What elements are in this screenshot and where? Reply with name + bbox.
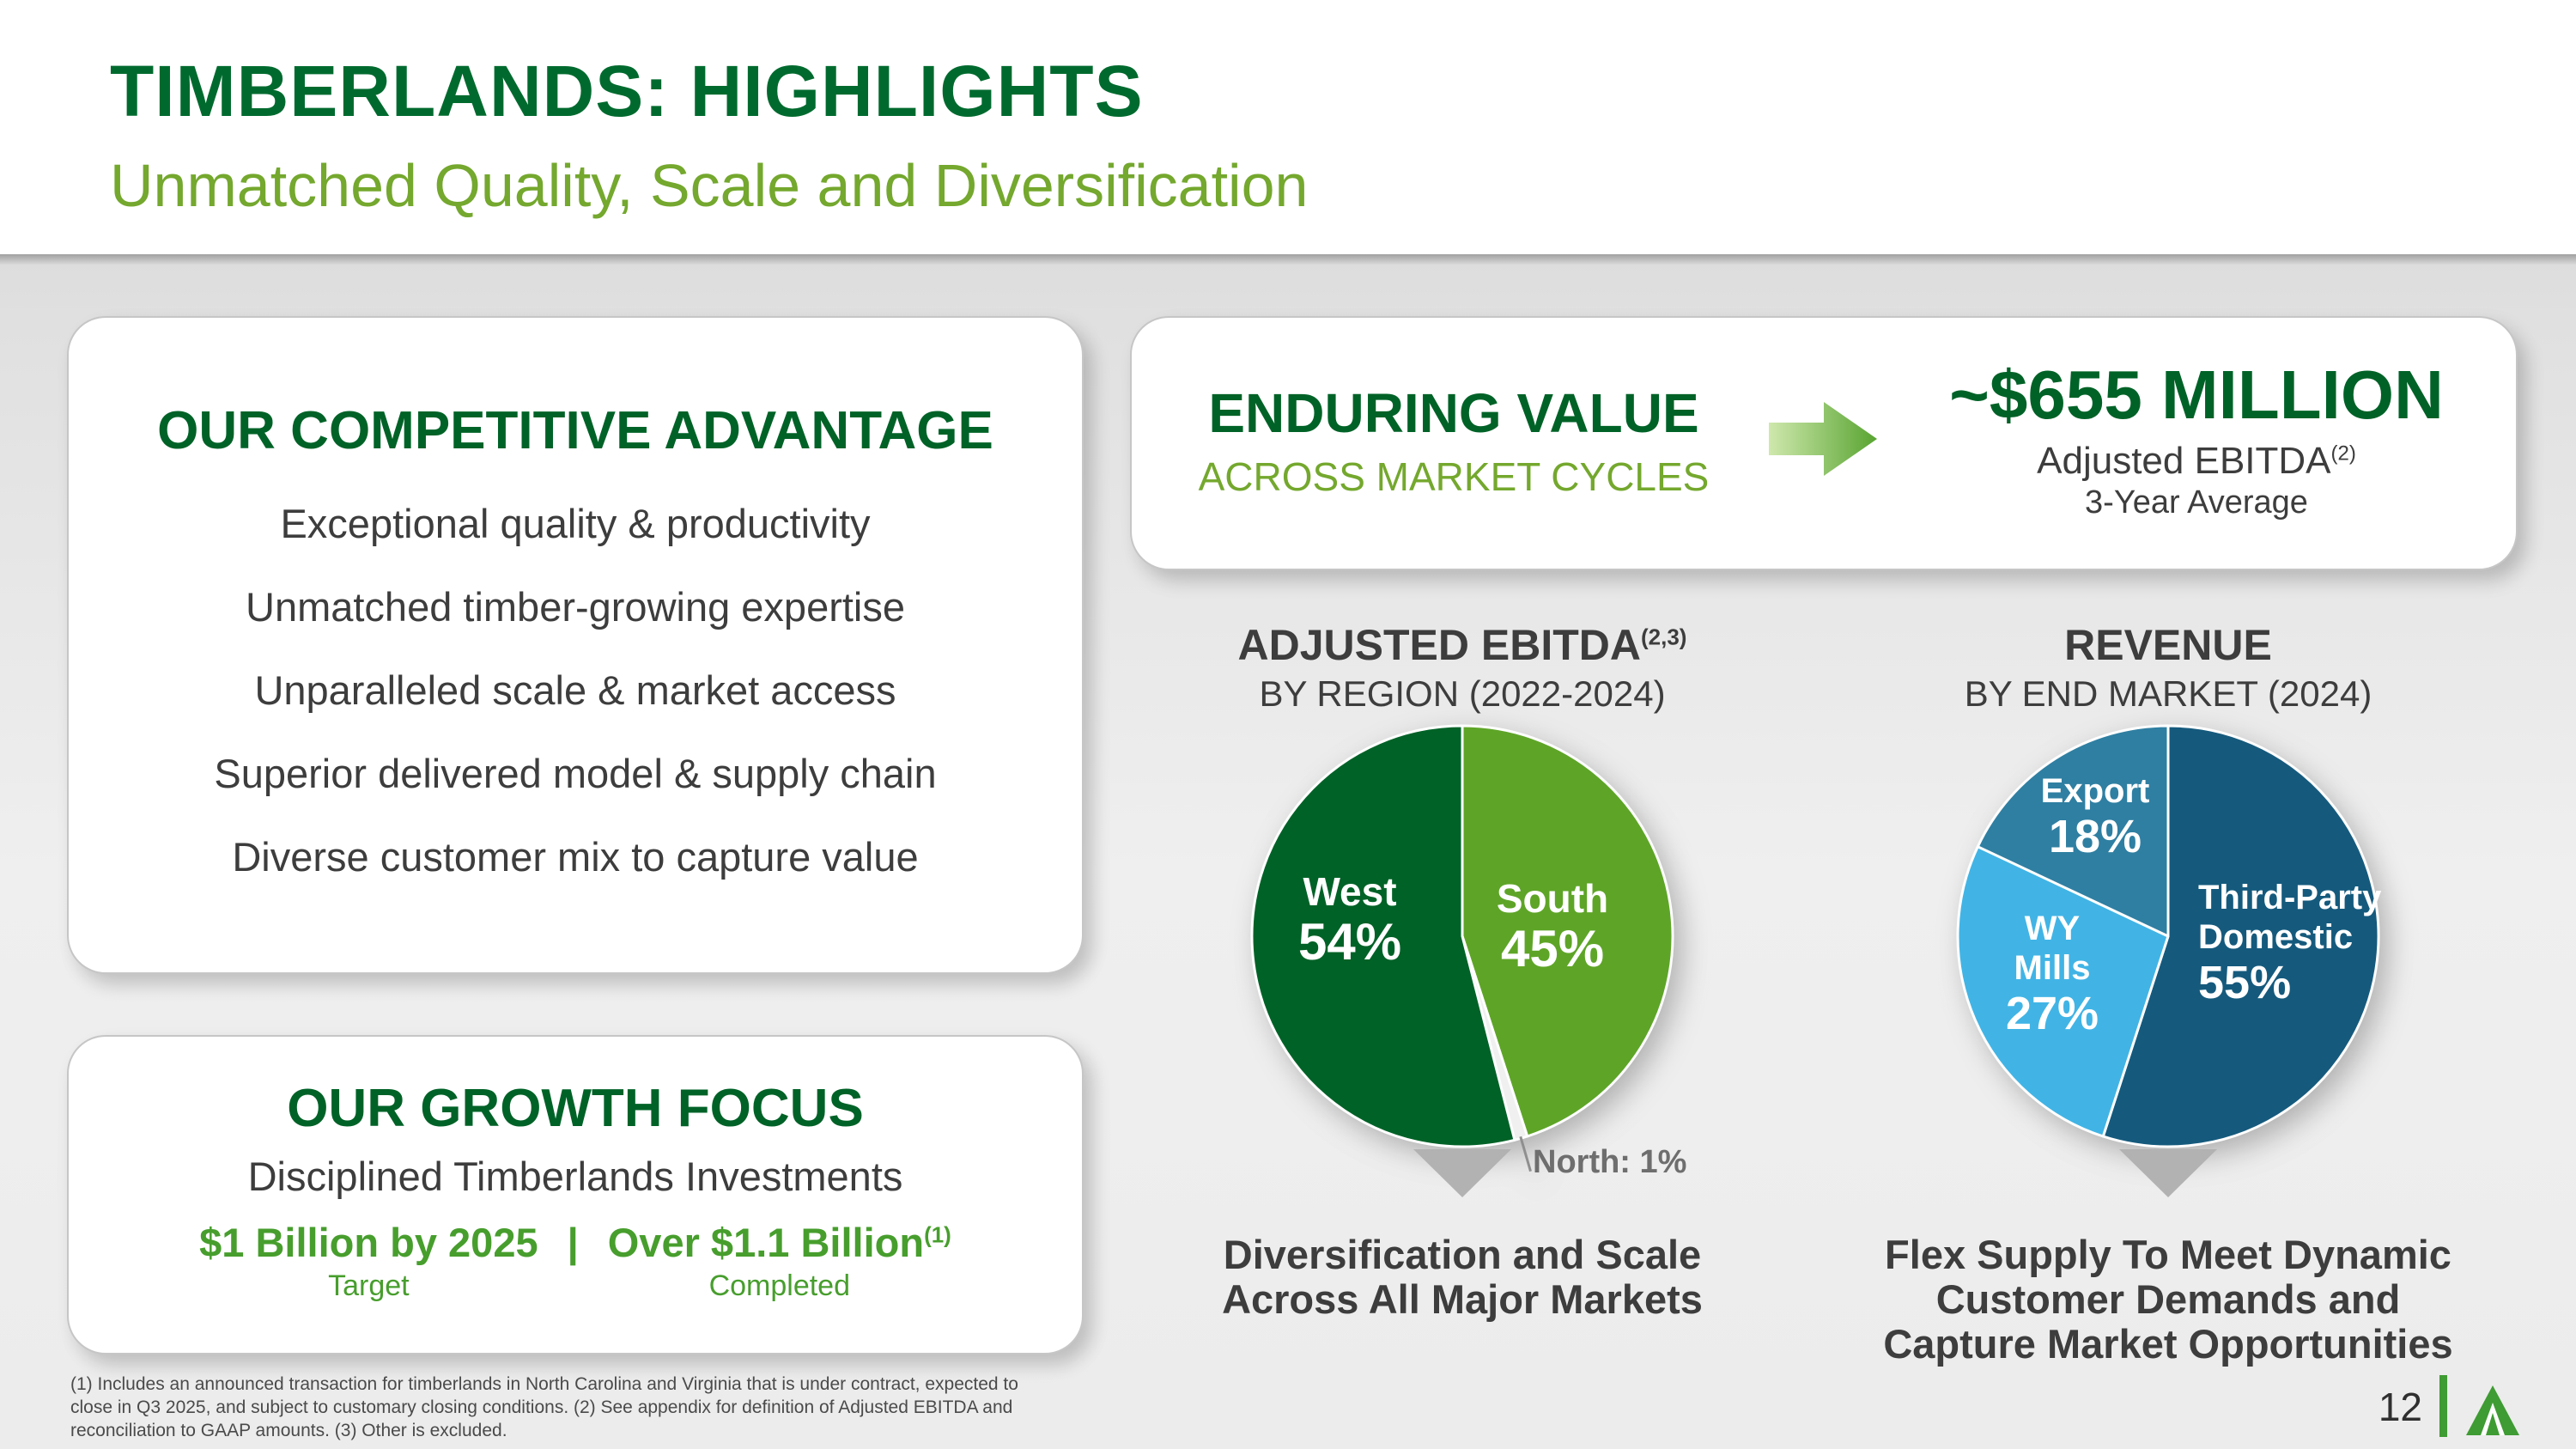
caption-line: Across All Major Markets: [1222, 1276, 1703, 1322]
export-slice-name: Export: [2040, 772, 2150, 810]
down-pointer-icon: [1413, 1149, 1511, 1197]
footer-divider-bar: [2439, 1375, 2447, 1437]
slide-header: TIMBERLANDS: HIGHLIGHTS Unmatched Qualit…: [0, 0, 2576, 254]
revenue-chart-subtitle: BY END MARKET (2024): [1964, 673, 2372, 714]
wy-mills-slice-name: WY Mills: [2014, 910, 2091, 987]
page-subtitle: Unmatched Quality, Scale and Diversifica…: [110, 152, 1309, 219]
right-arrow-icon: [1769, 402, 1877, 476]
ebitda-amount-caption: Adjusted EBITDA(2): [1930, 440, 2463, 483]
wy-mills-slice-percent: 27%: [2005, 988, 2099, 1039]
third-party-slice-name: Third-Party Domestic: [2198, 879, 2382, 956]
ebitda-caption-text: Adjusted EBITDA: [2037, 440, 2331, 482]
ebitda-amount-subcaption: 3-Year Average: [2085, 484, 2308, 521]
company-logo-icon: [2464, 1384, 2521, 1437]
revenue-chart-caption: Flex Supply To Meet Dynamic Customer Dem…: [1868, 1233, 2469, 1367]
revenue-chart-title-text: REVENUE: [2064, 621, 2272, 669]
enduring-value-right: ~$655 MILLION Adjusted EBITDA(2) 3-Year …: [1930, 356, 2463, 521]
enduring-value-left: ENDURING VALUE ACROSS MARKET CYCLES: [1175, 381, 1733, 500]
down-pointer-icon: [2119, 1149, 2217, 1197]
west-slice-label: West 54%: [1264, 869, 1436, 971]
list-item: Unparalleled scale & market access: [254, 667, 896, 713]
ebitda-chart-title-text: ADJUSTED EBITDA: [1237, 621, 1641, 669]
south-slice-percent: 45%: [1500, 920, 1605, 977]
amount-separator: |: [567, 1220, 579, 1265]
growth-focus-amounts: $1 Billion by 2025 Target | Over $1.1 Bi…: [69, 1219, 1082, 1303]
list-item: Superior delivered model & supply chain: [214, 751, 937, 796]
revenue-by-market-section: REVENUE BY END MARKET (2024) Export 18% …: [1868, 601, 2469, 1417]
growth-focus-heading: OUR GROWTH FOCUS: [287, 1079, 864, 1138]
list-item: Diverse customer mix to capture value: [232, 834, 919, 880]
competitive-advantage-heading: OUR COMPETITIVE ADVANTAGE: [157, 401, 993, 460]
enduring-value-heading: ENDURING VALUE: [1208, 382, 1699, 444]
caption-line: Flex Supply To Meet Dynamic: [1885, 1232, 2451, 1277]
ebitda-chart-footnote-ref: (2,3): [1641, 624, 1687, 650]
enduring-value-subheading: ACROSS MARKET CYCLES: [1198, 454, 1710, 499]
revenue-chart-title: REVENUE: [1868, 620, 2469, 670]
wy-mills-slice-label: WY Mills 27%: [1988, 909, 2117, 1039]
third-party-slice-percent: 55%: [2198, 957, 2292, 1008]
caption-line: Capture Market Opportunities: [1883, 1321, 2453, 1367]
competitive-advantage-card: OUR COMPETITIVE ADVANTAGE Exceptional qu…: [67, 316, 1084, 974]
ebitda-chart-subtitle: BY REGION (2022-2024): [1259, 673, 1666, 714]
growth-focus-card: OUR GROWTH FOCUS Disciplined Timberlands…: [67, 1035, 1084, 1355]
export-slice-percent: 18%: [2048, 811, 2142, 862]
ebitda-chart-caption: Diversification and Scale Across All Maj…: [1162, 1233, 1763, 1322]
page-footer: 12: [2379, 1375, 2521, 1437]
north-slice-callout: North: 1%: [1533, 1144, 1687, 1180]
revenue-pie-chart: Export 18% WY Mills 27% Third-Party Dome…: [1868, 721, 2469, 1202]
caption-line: Diversification and Scale: [1223, 1232, 1702, 1277]
ebitda-by-region-section: ADJUSTED EBITDA(2,3) BY REGION (2022-202…: [1162, 601, 1763, 1417]
caption-line: Customer Demands and: [1935, 1276, 2401, 1322]
ebitda-caption-footnote-ref: (2): [2330, 441, 2356, 466]
competitive-advantage-list: Exceptional quality & productivity Unmat…: [69, 482, 1082, 898]
page-title: TIMBERLANDS: HIGHLIGHTS: [110, 51, 1144, 131]
header-divider: [0, 254, 2576, 265]
ebitda-chart-title: ADJUSTED EBITDA(2,3): [1162, 620, 1763, 670]
third-party-slice-label: Third-Party Domestic 55%: [2198, 878, 2404, 1008]
completed-amount: Over $1.1 Billion(1): [608, 1219, 951, 1266]
page-number: 12: [2378, 1385, 2422, 1429]
enduring-value-banner: ENDURING VALUE ACROSS MARKET CYCLES ~$65…: [1130, 316, 2518, 570]
growth-target: $1 Billion by 2025 Target: [199, 1219, 538, 1303]
list-item: Exceptional quality & productivity: [280, 501, 871, 546]
target-label: Target: [328, 1269, 410, 1302]
ebitda-pie-chart: West 54% South 45% North: 1%: [1162, 721, 1763, 1202]
completed-amount-text: Over $1.1 Billion: [607, 1220, 925, 1265]
completed-amount-footnote-ref: (1): [924, 1221, 951, 1248]
footnote: (1) Includes an announced transaction fo…: [70, 1374, 1018, 1440]
ebitda-pie-canvas: [1162, 721, 1763, 1207]
list-item: Unmatched timber-growing expertise: [246, 584, 905, 630]
west-slice-name: West: [1303, 869, 1397, 914]
ebitda-amount: ~$655 MILLION: [1949, 356, 2444, 433]
south-slice-name: South: [1496, 876, 1609, 921]
completed-label: Completed: [708, 1269, 850, 1302]
west-slice-percent: 54%: [1297, 913, 1402, 971]
growth-completed: Over $1.1 Billion(1) Completed: [608, 1219, 951, 1303]
export-slice-label: Export 18%: [2018, 771, 2172, 862]
target-amount: $1 Billion by 2025: [199, 1220, 538, 1265]
south-slice-label: South 45%: [1467, 876, 1638, 977]
revenue-pie-canvas: [1868, 721, 2469, 1207]
growth-focus-subheading: Disciplined Timberlands Investments: [247, 1154, 903, 1199]
